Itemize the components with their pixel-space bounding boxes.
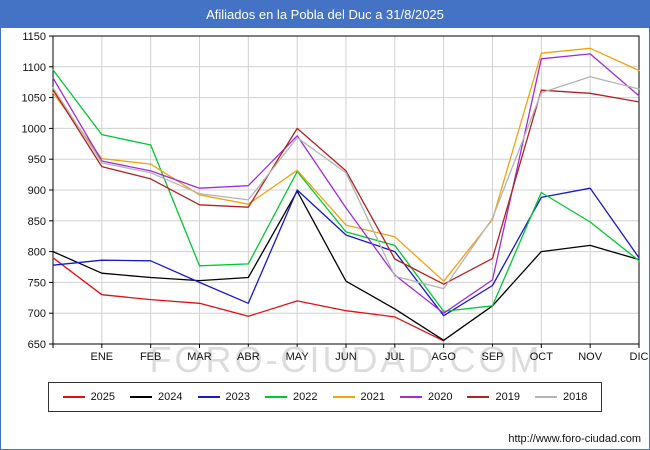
legend-swatch-2018	[534, 396, 557, 398]
page-title: Afiliados en la Pobla del Duc a 31/8/202…	[206, 7, 444, 22]
x-tick-label: FEB	[140, 351, 161, 363]
x-tick-label: SEP	[481, 351, 503, 363]
series-line-2018	[52, 76, 640, 290]
legend-swatch-2021	[332, 396, 355, 398]
series-line-2021	[52, 47, 640, 282]
legend-swatch-2023	[197, 396, 220, 398]
legend-item-2020: 2020	[399, 391, 453, 403]
legend-swatch-2022	[265, 396, 288, 398]
footer-url[interactable]: http://www.foro-ciudad.com	[508, 433, 641, 445]
legend-row: 2025 2024 2023 2022 2021 2020 2019 2018	[1, 382, 649, 412]
y-tick-label: 900	[28, 185, 46, 197]
legend-label: 2023	[225, 391, 251, 403]
legend-label: 2024	[158, 391, 183, 403]
x-tick-label: ENE	[91, 351, 114, 363]
legend-label: 2022	[293, 391, 318, 403]
y-tick-label: 1100	[22, 62, 46, 74]
legend-swatch-2025	[62, 396, 85, 398]
y-tick-label: 750	[28, 277, 46, 289]
x-tick-label: MAR	[187, 351, 212, 363]
plot-border	[52, 35, 640, 345]
series-line-2022	[52, 69, 640, 313]
y-tick-label: 800	[28, 247, 46, 259]
series-line-2024	[52, 190, 640, 341]
legend-label: 2020	[427, 391, 453, 403]
legend-item-2021: 2021	[332, 391, 385, 403]
legend-item-2025: 2025	[62, 391, 116, 403]
x-tick-label: AGO	[431, 351, 456, 363]
y-tick-label: 950	[28, 154, 46, 166]
series-line-2020	[52, 53, 640, 314]
y-tick-label: 850	[28, 216, 46, 228]
chart-area: 650 700 750 800 850 900 950 1000 1050 1100 1150 FOR…	[1, 28, 649, 376]
legend-item-2022: 2022	[265, 391, 318, 403]
y-tick-label: 700	[28, 308, 46, 320]
series-line-2023	[52, 187, 640, 317]
legend-label: 2021	[360, 391, 385, 403]
legend-swatch-2024	[130, 396, 153, 398]
y-tick-label: 1000	[22, 123, 46, 135]
legend-item-2019: 2019	[467, 391, 520, 403]
legend-swatch-2019	[467, 396, 490, 398]
footer: http://www.foro-ciudad.com	[1, 412, 649, 449]
legend-label: 2018	[562, 391, 588, 403]
series-line-2025	[52, 257, 445, 342]
legend-item-2024: 2024	[130, 391, 183, 403]
chart-legend: 2025 2024 2023 2022 2021 2020 2019 2018	[47, 382, 603, 412]
series-line-2019	[52, 88, 640, 285]
y-tick-label: 650	[28, 339, 46, 351]
legend-swatch-2020	[399, 396, 422, 398]
chart-title-bar: Afiliados en la Pobla del Duc a 31/8/202…	[1, 1, 649, 28]
watermark-text: FORO-CIUDAD.COM	[150, 339, 543, 376]
y-tick-label: 1050	[22, 93, 46, 105]
x-tick-label: NOV	[578, 351, 603, 363]
legend-label: 2025	[90, 391, 116, 403]
x-tick-label: ABR	[237, 351, 260, 363]
legend-item-2023: 2023	[197, 391, 251, 403]
x-tick-label: JUN	[335, 351, 356, 363]
x-tick-label: MAY	[286, 351, 310, 363]
legend-item-2018: 2018	[534, 391, 588, 403]
x-tick-label: OCT	[530, 351, 554, 363]
line-chart: 650 700 750 800 850 900 950 1000 1050 1100 1150 FOR…	[22, 31, 649, 376]
legend-label: 2019	[495, 391, 520, 403]
x-tick-label: JUL	[385, 351, 405, 363]
y-tick-label: 1150	[22, 31, 46, 43]
x-tick-label: DIC	[630, 351, 649, 363]
